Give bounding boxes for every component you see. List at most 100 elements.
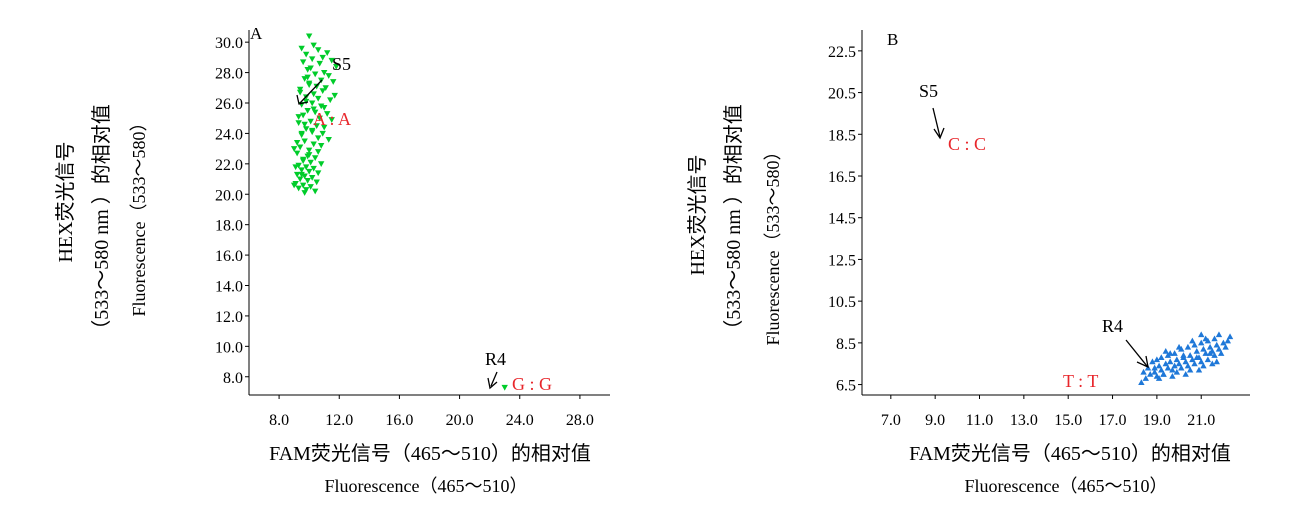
panel-a-data-point [307, 65, 314, 72]
panel-a-y-tick-label: 8.0 [223, 370, 243, 387]
panel-b-y-tick-label: 14.5 [828, 211, 856, 228]
panel-a-data-point [318, 143, 325, 149]
panel-a-x-tick-label: 24.0 [506, 412, 534, 429]
panel-b-data-point [1198, 358, 1205, 365]
panel-a-y-title-1: HEX荧光信号 [54, 141, 77, 262]
panel-a-y-tick-label: 24.0 [215, 126, 243, 143]
panel-b-y-tick-label: 8.5 [836, 336, 856, 353]
panel-b-data-point [1173, 368, 1181, 375]
panel-b-data-point [1213, 341, 1220, 348]
panel-b-y-tick-label: 12.5 [828, 252, 856, 269]
panel-b-y-tick-label: 20.5 [828, 86, 856, 103]
panel-a-data-point [327, 97, 334, 104]
panel-a-data-point [319, 54, 326, 61]
panel-a-data-point [324, 50, 331, 57]
panel-a-data-point [299, 158, 307, 164]
panel-b-data-point [1206, 343, 1214, 350]
panel-b-data-point [1189, 356, 1196, 363]
panel-a-x-tick-label: 20.0 [446, 412, 474, 429]
panel-b-data-point [1151, 368, 1158, 375]
panel-a-data-point [307, 118, 314, 125]
panel-a-data-point [316, 60, 323, 67]
panel-a-annotation-s5: S5 [332, 54, 351, 74]
panel-a-y-tick-label: 16.0 [215, 248, 243, 265]
panel-b-data-point [1175, 360, 1183, 367]
panel-b-data-point [1175, 343, 1183, 350]
panel-a-data-point [308, 174, 316, 181]
panel-b-y-tick-label: 16.5 [828, 169, 856, 186]
panel-b-data-point [1178, 364, 1185, 371]
panel-a-data-point [304, 108, 311, 114]
panel-a-x-tick-label: 28.0 [566, 412, 594, 429]
panel-a-data-point [305, 147, 313, 154]
panel-b-data-point [1180, 352, 1187, 358]
panel-b-data-point [1151, 364, 1158, 371]
panel-b-x-title: FAM荧光信号（465～510）的相对值 [909, 442, 1231, 465]
panel-a-data-point [321, 105, 328, 111]
panel-a-data-point [307, 184, 314, 190]
panel-b-data-point [1169, 366, 1176, 373]
panel-b-data-point [1198, 331, 1205, 338]
panel-a-arrow-s5 [296, 79, 323, 105]
panel-a-data-point [301, 190, 308, 196]
panel-a-data-point [330, 79, 337, 85]
panel-a-data-point [310, 42, 317, 49]
panel-a-data-point [314, 135, 322, 142]
panel-a-data-point [311, 71, 319, 78]
panel-a-data-point [302, 51, 310, 58]
panel-b-data-point [1189, 337, 1196, 344]
panel-b-y-tick-label: 18.5 [828, 127, 856, 144]
panel-b-label: B [887, 30, 898, 49]
panel-a-data-point [314, 149, 322, 155]
panel-b-data-point [1153, 356, 1161, 363]
panel-a-data-point [305, 152, 313, 158]
panel-b-data-point [1193, 354, 1200, 361]
panel-b-arrow-s5 [932, 107, 945, 140]
panel-a-data-point [298, 45, 305, 52]
panel-b-data-point [1217, 350, 1225, 356]
panel-a-data-point [299, 112, 307, 119]
panel-a-data-point [298, 167, 305, 174]
panel-b-data-point [1142, 375, 1149, 381]
panel-a-y-tick-label: 12.0 [215, 309, 243, 326]
panel-b-x-ticks: 7.0 9.0 11.0 13.0 15.0 17.0 19.0 21.0 [881, 395, 1215, 429]
panel-a-data-point [321, 70, 328, 76]
panel-a-data-point [313, 83, 320, 90]
panel-a-data-point [314, 47, 322, 53]
panel-b-data-point [1202, 350, 1209, 356]
panel-a-data-point [290, 182, 298, 189]
panel-a-data-point [311, 188, 319, 195]
panel-a-data-point [296, 144, 304, 151]
panel-a-data-point [316, 115, 323, 122]
panel-a-data-point [324, 111, 331, 117]
panel-b-points [1138, 331, 1234, 386]
panel-b-x-tick-label: 15.0 [1054, 412, 1082, 429]
panel-b-x-tick-label: 11.0 [966, 412, 993, 429]
panel-b: B 7.0 9.0 11.0 13.0 15.0 17.0 19.0 21.0 6.5 8.5 1… [686, 30, 1250, 496]
panel-b-data-point [1191, 341, 1198, 348]
panel-b-y-tick-label: 6.5 [836, 378, 856, 395]
panel-b-y-title-3: Fluorescence（533～580） [763, 143, 783, 346]
panel-a-data-point [293, 139, 301, 146]
panel-b-data-point [1155, 375, 1163, 381]
panel-b-data-point [1198, 339, 1205, 346]
panel-b-data-point [1182, 370, 1189, 377]
panel-a-annotation-gg: G : G [512, 374, 552, 394]
panel-b-data-point [1184, 343, 1192, 350]
panel-b-x-tick-label: 13.0 [1010, 412, 1038, 429]
panel-b-data-point [1191, 360, 1198, 367]
panel-a-data-point [319, 88, 326, 95]
panel-a-data-point [311, 155, 319, 161]
panel-a-y-tick-label: 10.0 [215, 339, 243, 356]
panel-b-x-tick-label: 7.0 [881, 412, 901, 429]
panel-a-x-title: FAM荧光信号（465～510）的相对值 [269, 442, 591, 465]
panel-b-data-point [1166, 358, 1174, 365]
panel-a-label: A [250, 24, 263, 43]
panel-a-y-tick-label: 14.0 [215, 279, 243, 296]
panel-b-y-title-1: HEX荧光信号 [686, 154, 709, 275]
panel-a-data-point [333, 63, 340, 70]
panel-a-data-point [293, 171, 301, 178]
panel-b-data-point [1160, 370, 1167, 377]
panel-a-data-point [310, 91, 317, 98]
panel-b-data-point [1200, 362, 1207, 369]
